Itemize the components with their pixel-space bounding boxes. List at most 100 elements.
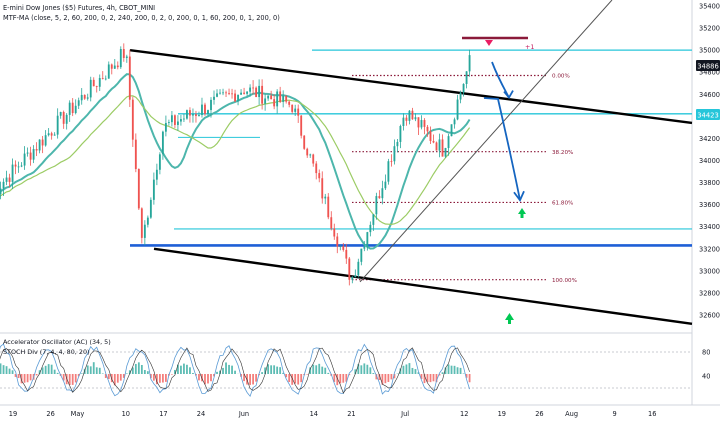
ac-histogram-bar bbox=[216, 372, 218, 374]
osc-tick-label: 40 bbox=[702, 373, 710, 381]
candle-body bbox=[27, 153, 29, 154]
candle-body bbox=[93, 80, 95, 86]
candle-body bbox=[463, 84, 465, 93]
candle-body bbox=[348, 259, 350, 280]
candle-body bbox=[237, 95, 239, 102]
ac-histogram-bar bbox=[117, 374, 119, 383]
ac-histogram-bar bbox=[360, 365, 362, 374]
ac-histogram-bar bbox=[454, 366, 456, 374]
candle-body bbox=[342, 246, 344, 250]
ac-histogram-bar bbox=[75, 374, 77, 382]
candle-body bbox=[141, 208, 143, 238]
candle-body bbox=[261, 86, 263, 104]
ac-histogram-bar bbox=[135, 364, 137, 374]
ac-histogram-bar bbox=[318, 364, 320, 374]
candle-body bbox=[180, 119, 182, 121]
candle-body bbox=[252, 88, 254, 89]
annotation-mark: +1 bbox=[525, 43, 534, 51]
candle-body bbox=[153, 180, 155, 200]
price-tick-label: 32600 bbox=[699, 312, 720, 320]
ac-histogram-bar bbox=[372, 373, 374, 374]
ac-histogram-bar bbox=[147, 371, 149, 374]
fib-level-label: 0.00% bbox=[552, 74, 570, 80]
fib-level-label: 38.20% bbox=[552, 150, 573, 156]
ac-histogram-bar bbox=[457, 367, 459, 374]
ac-histogram-bar bbox=[99, 368, 101, 374]
candle-body bbox=[201, 105, 203, 115]
ac-histogram-bar bbox=[415, 369, 417, 374]
ac-histogram-bar bbox=[300, 374, 302, 382]
price-tick-label: 33000 bbox=[699, 267, 720, 275]
ac-histogram-bar bbox=[57, 373, 59, 374]
candle-body bbox=[330, 217, 332, 228]
candle-body bbox=[21, 166, 23, 167]
candle-body bbox=[3, 182, 5, 189]
ac-histogram-bar bbox=[451, 366, 453, 374]
stoch-div-label: STOCH Div (7, 4, 4, 80, 20) bbox=[3, 348, 90, 356]
candle-body bbox=[33, 149, 35, 160]
ac-histogram-bar bbox=[231, 366, 233, 374]
candle-body bbox=[87, 97, 89, 98]
ac-histogram-bar bbox=[294, 374, 296, 384]
ac-histogram-bar bbox=[81, 373, 83, 374]
ac-histogram-bar bbox=[210, 374, 212, 381]
candle-body bbox=[448, 136, 450, 148]
osc-tick-label: 80 bbox=[702, 349, 710, 357]
ac-histogram-bar bbox=[90, 366, 92, 374]
candle-body bbox=[168, 122, 170, 123]
candle-body bbox=[406, 118, 408, 121]
candle-body bbox=[255, 88, 257, 97]
candle-body bbox=[421, 120, 423, 127]
ac-histogram-bar bbox=[165, 374, 167, 382]
candle-body bbox=[189, 110, 191, 115]
ac-histogram-bar bbox=[69, 374, 71, 385]
candle-body bbox=[117, 66, 119, 68]
candle-body bbox=[57, 116, 59, 135]
ac-histogram-bar bbox=[406, 364, 408, 374]
candle-body bbox=[366, 232, 368, 247]
candle-body bbox=[144, 225, 146, 238]
ac-histogram-bar bbox=[273, 365, 275, 374]
ac-histogram-bar bbox=[270, 365, 272, 374]
ac-histogram-bar bbox=[183, 364, 185, 374]
ac-histogram-bar bbox=[198, 374, 200, 380]
ac-histogram-bar bbox=[159, 374, 161, 383]
candle-body bbox=[105, 79, 107, 80]
time-tick-label: 21 bbox=[347, 410, 355, 418]
candle-body bbox=[132, 100, 134, 140]
ac-histogram-bar bbox=[42, 367, 44, 374]
candle-body bbox=[360, 249, 362, 262]
ac-histogram-bar bbox=[276, 367, 278, 374]
candle-body bbox=[213, 97, 215, 100]
time-tick-label: 14 bbox=[310, 410, 318, 418]
candle-body bbox=[198, 115, 200, 116]
candle-body bbox=[108, 64, 110, 78]
ac-histogram-bar bbox=[171, 374, 173, 375]
price-axis[interactable]: 3540035200350003480034600344003420034000… bbox=[699, 3, 720, 320]
candle-body bbox=[147, 218, 149, 225]
candle-body bbox=[42, 140, 44, 146]
candle-body bbox=[216, 93, 218, 96]
candle-body bbox=[312, 155, 314, 164]
ac-histogram-bar bbox=[45, 366, 47, 374]
ac-histogram-bar bbox=[306, 374, 308, 375]
ac-histogram-bar bbox=[403, 366, 405, 374]
candle-body bbox=[264, 98, 266, 103]
candle-body bbox=[45, 135, 47, 145]
candle-body bbox=[469, 55, 471, 71]
candle-body bbox=[150, 200, 152, 218]
candle-body bbox=[412, 111, 414, 119]
candle-body bbox=[436, 142, 438, 150]
candle-body bbox=[336, 237, 338, 247]
ac-histogram-bar bbox=[460, 368, 462, 374]
candle-body bbox=[427, 127, 429, 131]
candle-body bbox=[66, 115, 68, 124]
candle-body bbox=[69, 103, 71, 115]
candle-body bbox=[228, 93, 230, 94]
candle-body bbox=[60, 112, 62, 116]
candle-body bbox=[120, 49, 122, 67]
ac-histogram-bar bbox=[102, 373, 104, 374]
candle-body bbox=[84, 95, 86, 99]
candle-body bbox=[375, 196, 377, 214]
